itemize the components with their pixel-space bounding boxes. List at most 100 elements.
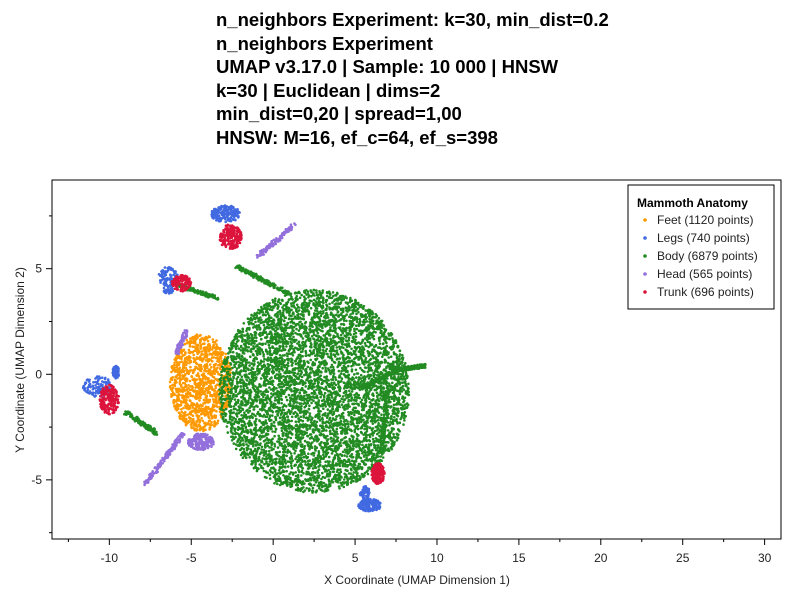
data-point <box>94 391 97 395</box>
data-point <box>193 335 196 338</box>
data-point <box>165 284 169 288</box>
data-point <box>263 457 267 461</box>
data-point <box>191 371 195 375</box>
data-point <box>217 359 221 362</box>
data-point <box>401 353 404 357</box>
data-point <box>207 413 210 416</box>
data-point <box>311 364 315 367</box>
data-point <box>232 215 236 219</box>
data-point <box>360 431 364 435</box>
data-point <box>202 346 205 350</box>
data-point <box>369 508 373 511</box>
data-point <box>313 382 317 385</box>
data-point <box>214 386 217 390</box>
data-point <box>372 498 375 502</box>
data-point <box>195 347 198 350</box>
data-point <box>184 357 187 360</box>
data-point <box>198 428 202 432</box>
data-point <box>177 407 180 411</box>
data-point <box>202 353 206 356</box>
data-point <box>381 456 385 459</box>
data-point <box>336 432 339 436</box>
data-point <box>175 388 178 391</box>
data-point <box>374 419 378 423</box>
data-point <box>201 384 205 387</box>
data-point <box>345 326 348 330</box>
chart-subtitle: n_neighbors Experiment <box>216 32 433 54</box>
data-point <box>214 414 218 418</box>
data-point <box>182 401 186 404</box>
data-point <box>96 389 100 392</box>
data-point <box>211 345 215 349</box>
data-point <box>359 366 362 370</box>
data-point <box>185 413 188 417</box>
data-point <box>190 341 194 344</box>
data-point <box>321 306 325 309</box>
data-point <box>115 365 118 368</box>
data-point <box>359 427 363 430</box>
data-point <box>363 487 367 491</box>
data-point <box>279 412 283 416</box>
data-point <box>196 336 199 339</box>
data-point <box>200 357 203 360</box>
data-point <box>240 414 243 417</box>
data-point <box>180 401 183 404</box>
data-point <box>356 424 360 428</box>
data-point <box>92 381 95 384</box>
data-point <box>281 354 285 357</box>
data-point <box>224 412 228 416</box>
data-point <box>231 211 235 214</box>
data-point <box>184 373 187 376</box>
data-point <box>356 403 360 406</box>
data-point <box>353 413 356 417</box>
data-point <box>189 413 193 416</box>
data-point <box>206 345 209 349</box>
data-point <box>88 382 92 386</box>
data-point <box>185 377 188 380</box>
data-point <box>212 215 216 218</box>
data-point <box>202 425 205 429</box>
data-point <box>364 490 367 493</box>
data-point <box>222 376 226 380</box>
data-point <box>336 310 340 313</box>
data-point <box>91 384 95 388</box>
data-point <box>183 369 186 373</box>
data-point <box>163 266 167 269</box>
data-point <box>239 381 242 385</box>
data-point <box>235 415 239 418</box>
data-point <box>341 395 345 398</box>
data-point <box>227 385 230 389</box>
data-point <box>235 352 239 355</box>
data-point <box>242 443 245 447</box>
data-point <box>198 393 202 396</box>
data-point <box>367 314 371 317</box>
data-point <box>188 344 192 348</box>
data-point <box>179 413 182 416</box>
data-point <box>233 208 237 211</box>
data-point <box>158 279 162 282</box>
data-point <box>298 423 302 426</box>
data-point <box>222 208 226 212</box>
data-point <box>264 433 268 437</box>
data-point <box>250 350 253 354</box>
data-point <box>85 378 89 382</box>
data-point <box>290 364 294 367</box>
data-point <box>290 464 293 468</box>
data-point <box>209 412 213 416</box>
data-point <box>354 368 358 372</box>
data-point <box>402 375 406 379</box>
data-point <box>183 359 187 362</box>
data-point <box>207 368 211 371</box>
data-point <box>270 422 273 426</box>
data-point <box>306 467 310 470</box>
data-point <box>203 366 207 369</box>
data-point <box>370 350 374 354</box>
data-point <box>170 370 173 374</box>
data-point <box>306 292 310 296</box>
data-point <box>229 216 233 219</box>
data-point <box>364 502 367 506</box>
data-point <box>182 364 185 368</box>
data-point <box>218 206 221 209</box>
data-point <box>203 355 206 359</box>
data-point <box>181 349 185 353</box>
